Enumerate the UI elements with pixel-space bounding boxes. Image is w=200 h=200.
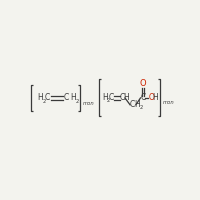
Text: H: H — [124, 93, 129, 102]
Text: C: C — [140, 93, 145, 102]
Text: 2: 2 — [42, 99, 46, 104]
Text: 2: 2 — [76, 99, 79, 104]
Text: mon: mon — [162, 100, 174, 105]
Text: C: C — [108, 93, 114, 102]
Text: O: O — [140, 79, 146, 88]
Text: H: H — [70, 93, 76, 102]
Text: 2: 2 — [139, 105, 143, 110]
Text: O: O — [149, 93, 155, 102]
Text: C: C — [63, 93, 69, 102]
Text: C: C — [45, 93, 50, 102]
Text: H: H — [102, 93, 108, 102]
Text: mon: mon — [83, 101, 95, 106]
Text: H: H — [37, 93, 43, 102]
Text: H: H — [152, 93, 158, 102]
Text: C: C — [120, 93, 125, 102]
Text: H: H — [134, 100, 140, 109]
Text: C: C — [130, 100, 135, 109]
Text: 2: 2 — [107, 98, 110, 104]
